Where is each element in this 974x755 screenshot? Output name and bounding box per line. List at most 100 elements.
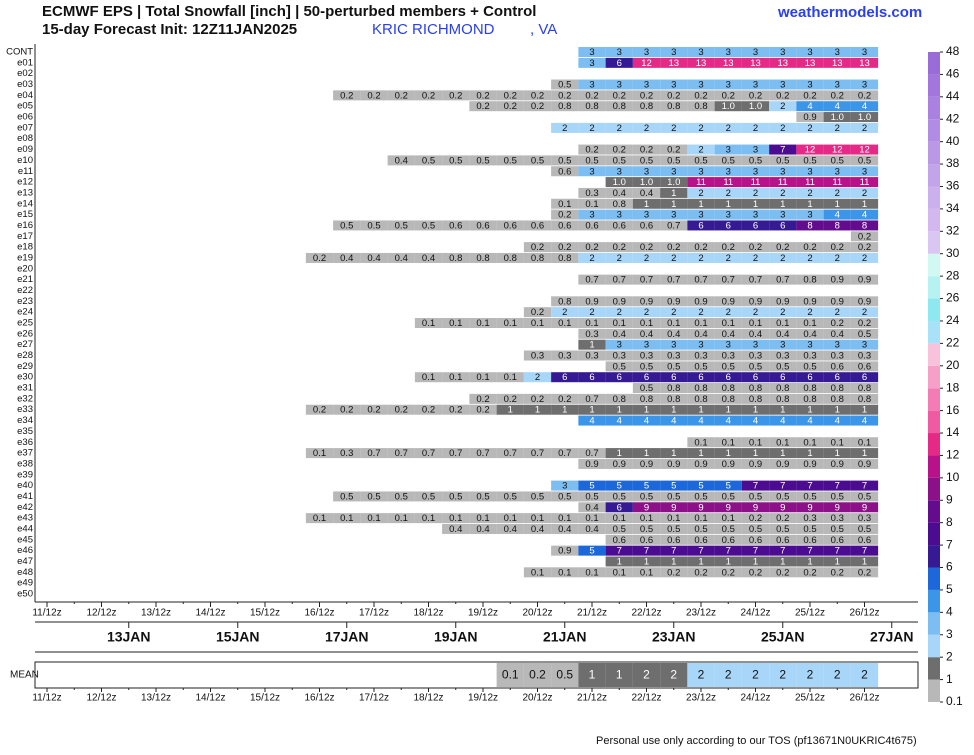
colorbar-band bbox=[928, 186, 940, 209]
cell bbox=[769, 187, 797, 198]
cell bbox=[442, 491, 470, 502]
cell bbox=[660, 166, 688, 177]
colorbar-band bbox=[928, 253, 940, 277]
row-label: e13 bbox=[17, 187, 33, 198]
cell-label: 0.8 bbox=[640, 394, 653, 405]
cell-label: 0.5 bbox=[694, 491, 707, 502]
cell-label: 0.7 bbox=[449, 448, 462, 459]
cell-label: 0.1 bbox=[504, 513, 517, 524]
cell bbox=[714, 220, 742, 231]
cell bbox=[714, 361, 742, 372]
cell-label: 0.1 bbox=[640, 513, 653, 524]
colorbar-band bbox=[928, 164, 940, 187]
cell-label: 3 bbox=[862, 80, 867, 91]
x-tick-label: 23/12z bbox=[686, 693, 716, 704]
x-tick-label: 11/12z bbox=[32, 608, 61, 619]
cell-label: 0.2 bbox=[531, 242, 544, 253]
cell bbox=[714, 339, 742, 350]
cell-label: 1 bbox=[698, 405, 703, 416]
cell-label: 0.1 bbox=[803, 318, 816, 329]
row-label: e28 bbox=[17, 350, 33, 361]
cell bbox=[578, 328, 606, 339]
cell-label: 0.7 bbox=[476, 448, 489, 459]
cell bbox=[741, 318, 770, 328]
cell-label: 12 bbox=[805, 145, 816, 156]
cell-label: 0.2 bbox=[858, 318, 871, 329]
cell bbox=[605, 480, 633, 491]
cell-label: 3 bbox=[671, 210, 676, 221]
cell bbox=[605, 220, 633, 231]
cell bbox=[796, 252, 824, 263]
row-label: e17 bbox=[17, 231, 33, 242]
cell-label: 0.5 bbox=[558, 491, 571, 502]
source-link[interactable]: weathermodels.com bbox=[777, 4, 922, 21]
cell-label: 0.2 bbox=[803, 90, 816, 101]
cell bbox=[551, 567, 579, 578]
cell-label: 0.4 bbox=[803, 329, 816, 340]
cell-label: 0.5 bbox=[667, 361, 680, 372]
cell bbox=[632, 383, 661, 394]
cell-label: 0.9 bbox=[831, 275, 844, 286]
row-label: e10 bbox=[17, 155, 33, 166]
cell bbox=[823, 372, 851, 383]
cell bbox=[687, 383, 715, 394]
cell bbox=[687, 47, 715, 57]
cell-label: 4 bbox=[835, 101, 840, 112]
cell-label: 7 bbox=[644, 546, 649, 557]
cell bbox=[578, 187, 606, 198]
cell bbox=[442, 513, 470, 524]
cell bbox=[578, 220, 606, 231]
cell-label: 12 bbox=[832, 145, 843, 156]
cell bbox=[850, 437, 879, 448]
cell-label: 3 bbox=[835, 80, 840, 91]
cell bbox=[551, 448, 579, 459]
cell bbox=[551, 122, 579, 133]
cell-label: 0.8 bbox=[858, 383, 871, 394]
cell bbox=[714, 415, 742, 426]
cell bbox=[796, 448, 824, 459]
cell-label: 2 bbox=[807, 188, 812, 199]
cell-label: 0.1 bbox=[722, 513, 735, 524]
cell bbox=[469, 448, 497, 459]
cell-label: 0.1 bbox=[613, 567, 626, 578]
cell-label: 9 bbox=[698, 502, 703, 513]
cell bbox=[632, 296, 661, 307]
row-label: e31 bbox=[17, 383, 33, 394]
cell-label: 2 bbox=[753, 123, 758, 134]
cell-label: 1 bbox=[617, 405, 622, 416]
cell bbox=[714, 502, 742, 513]
cell-label: 1 bbox=[835, 405, 840, 416]
cell bbox=[741, 307, 770, 318]
cell bbox=[523, 90, 552, 101]
station-name: KRIC RICHMOND bbox=[372, 21, 495, 38]
x-tick-label: 13/12z bbox=[141, 693, 171, 704]
cell bbox=[823, 393, 851, 404]
cell-label: 2 bbox=[753, 307, 758, 318]
row-label: e19 bbox=[17, 252, 33, 263]
cell-label: 0.2 bbox=[722, 242, 735, 253]
colorbar-label: 48 bbox=[946, 44, 960, 58]
cell bbox=[523, 448, 552, 459]
cell bbox=[823, 90, 851, 101]
cell bbox=[823, 502, 851, 513]
cell bbox=[605, 491, 633, 502]
cell bbox=[796, 361, 824, 372]
cell bbox=[796, 166, 824, 177]
cell-label: 2 bbox=[535, 372, 540, 383]
cell-label: 2 bbox=[780, 188, 785, 199]
cell-label: 0.7 bbox=[504, 448, 517, 459]
cell-label: 2 bbox=[835, 188, 840, 199]
cell-label: 0.7 bbox=[694, 275, 707, 286]
cell bbox=[578, 101, 606, 112]
cell bbox=[687, 480, 715, 491]
cell-label: 0.2 bbox=[831, 318, 844, 329]
cell bbox=[578, 458, 606, 469]
cell bbox=[578, 567, 606, 578]
cell bbox=[442, 155, 470, 166]
cell bbox=[632, 144, 661, 155]
cell-label: 7 bbox=[671, 546, 676, 557]
cell-label: 2 bbox=[562, 123, 567, 134]
cell-label: 6 bbox=[753, 220, 758, 231]
cell bbox=[578, 318, 606, 328]
cell bbox=[551, 90, 579, 101]
